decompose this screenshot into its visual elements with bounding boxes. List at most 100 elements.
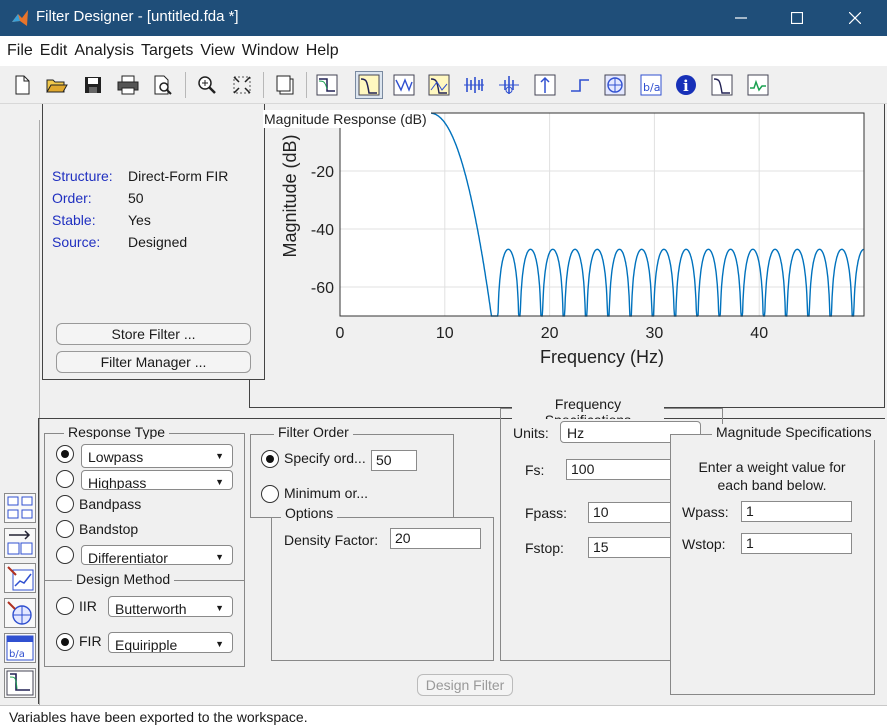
toolbar-separator: [263, 72, 264, 98]
highpass-select[interactable]: Highpass ▼: [81, 470, 233, 490]
print-preview-icon: [154, 75, 172, 95]
print-button[interactable]: [114, 71, 142, 99]
menu-help[interactable]: Help: [305, 42, 339, 59]
full-view-icon: [233, 76, 251, 94]
phase-delay-icon: [499, 76, 519, 94]
iir-radio[interactable]: [56, 597, 74, 615]
plot-title-bg: [263, 110, 431, 128]
units-select[interactable]: Hz: [560, 421, 701, 443]
coefficients-button[interactable]: b/a: [637, 71, 665, 99]
magnitude-plot[interactable]: 0 10 20 30 40 -20 -40 -60 Magnitude Response (…: [250, 104, 884, 376]
transform-filter-button[interactable]: [4, 493, 36, 523]
convert-structure-button[interactable]: [4, 528, 36, 558]
y-axis-label: Magnitude (dB): [280, 134, 300, 257]
order-input[interactable]: 50: [371, 450, 417, 471]
design-filter-mode-button[interactable]: [4, 668, 36, 698]
differentiator-radio[interactable]: [56, 546, 74, 564]
transform-filter-icon: [7, 496, 33, 519]
menu-analysis[interactable]: Analysis: [74, 42, 134, 59]
menu-targets[interactable]: Targets: [140, 42, 194, 59]
filter-specs-button[interactable]: [313, 71, 341, 99]
step-response-button[interactable]: [566, 71, 594, 99]
new-button[interactable]: [8, 71, 36, 99]
fpass-input[interactable]: 10: [588, 502, 676, 523]
new-figure-button[interactable]: [271, 71, 299, 99]
window-title: Filter Designer - [untitled.fda *]: [36, 8, 239, 25]
menu-window[interactable]: Window: [241, 42, 299, 59]
y-tick-label: -60: [311, 280, 334, 297]
quantize-button[interactable]: [4, 563, 36, 593]
menu-view[interactable]: View: [200, 42, 235, 59]
pole-zero-editor-button[interactable]: [4, 598, 36, 628]
phase-delay-button[interactable]: [495, 71, 523, 99]
current-filter-info-panel: Structure: Direct-Form FIR Order: 50 Sta…: [42, 104, 265, 380]
filter-order-title: Filter Order: [274, 424, 353, 440]
print-preview-button[interactable]: [149, 71, 177, 99]
dropdown-arrow-icon: ▼: [215, 477, 224, 487]
group-delay-icon: [464, 77, 484, 93]
lowpass-select[interactable]: Lowpass ▼: [81, 444, 233, 468]
store-filter-button[interactable]: Store Filter ...: [56, 323, 251, 345]
magnitude-estimate-button[interactable]: [744, 71, 772, 99]
mag-phase-button[interactable]: [425, 71, 453, 99]
units-label: Units:: [513, 425, 549, 441]
magnitude-response-button[interactable]: [355, 71, 383, 99]
bandstop-radio[interactable]: [56, 520, 74, 538]
stable-value: Yes: [128, 212, 151, 228]
menu-file[interactable]: File: [7, 42, 33, 59]
mag-phase-icon: [428, 74, 450, 96]
status-bar: Variables have been exported to the work…: [0, 705, 887, 727]
save-button[interactable]: [79, 71, 107, 99]
wpass-input[interactable]: 1: [741, 501, 852, 522]
wstop-input[interactable]: 1: [741, 533, 852, 554]
fir-radio[interactable]: [56, 633, 74, 651]
open-button[interactable]: [43, 71, 71, 99]
new-figure-icon: [276, 75, 294, 95]
x-tick-labels: 0 10 20 30 40: [336, 325, 769, 342]
import-filter-button[interactable]: b/a: [4, 633, 36, 663]
close-button[interactable]: [832, 0, 878, 36]
fs-input[interactable]: 100: [566, 459, 676, 480]
zoom-in-button[interactable]: [193, 71, 221, 99]
bandpass-radio[interactable]: [56, 495, 74, 513]
structure-value: Direct-Form FIR: [128, 168, 229, 184]
specify-order-radio[interactable]: [261, 450, 279, 468]
svg-text:b/a: b/a: [643, 81, 660, 94]
save-icon: [85, 77, 101, 93]
source-label: Source:: [52, 234, 101, 250]
differentiator-select[interactable]: Differentiator ▼: [81, 545, 233, 565]
iir-select[interactable]: Butterworth ▼: [108, 596, 233, 617]
design-filter-button[interactable]: Design Filter: [417, 674, 513, 696]
lowpass-radio[interactable]: [56, 445, 74, 463]
phase-response-button[interactable]: [390, 71, 418, 99]
round-off-noise-button[interactable]: [708, 71, 736, 99]
minimum-order-radio[interactable]: [261, 485, 279, 503]
dropdown-arrow-icon: ▼: [215, 451, 224, 461]
minimize-button[interactable]: [718, 0, 764, 36]
pole-zero-button[interactable]: [601, 71, 629, 99]
menu-bar: File Edit Analysis Targets View Window H…: [0, 36, 887, 66]
magnitude-estimate-icon: [747, 74, 769, 96]
group-delay-button[interactable]: [460, 71, 488, 99]
x-tick-label: 30: [646, 325, 664, 342]
source-value: Designed: [128, 234, 188, 250]
menu-edit[interactable]: Edit: [39, 42, 68, 59]
y-tick-label: -40: [311, 222, 334, 239]
maximize-button[interactable]: [774, 0, 820, 36]
fstop-input[interactable]: 15: [588, 537, 676, 558]
density-factor-input[interactable]: 20: [390, 528, 481, 549]
iir-label: IIR: [79, 598, 97, 614]
impulse-response-button[interactable]: [531, 71, 559, 99]
convert-structure-icon: [7, 530, 33, 555]
print-icon: [117, 75, 139, 95]
stable-label: Stable:: [52, 212, 96, 228]
fir-select[interactable]: Equiripple ▼: [108, 632, 233, 653]
toolbar-separator: [306, 72, 307, 98]
full-view-button[interactable]: [228, 71, 256, 99]
fpass-label: Fpass:: [525, 505, 568, 521]
info-button[interactable]: i: [672, 71, 700, 99]
toolbar-separator: [185, 72, 186, 98]
dropdown-arrow-icon: ▼: [215, 552, 224, 562]
filter-manager-button[interactable]: Filter Manager ...: [56, 351, 251, 373]
highpass-radio[interactable]: [56, 470, 74, 488]
